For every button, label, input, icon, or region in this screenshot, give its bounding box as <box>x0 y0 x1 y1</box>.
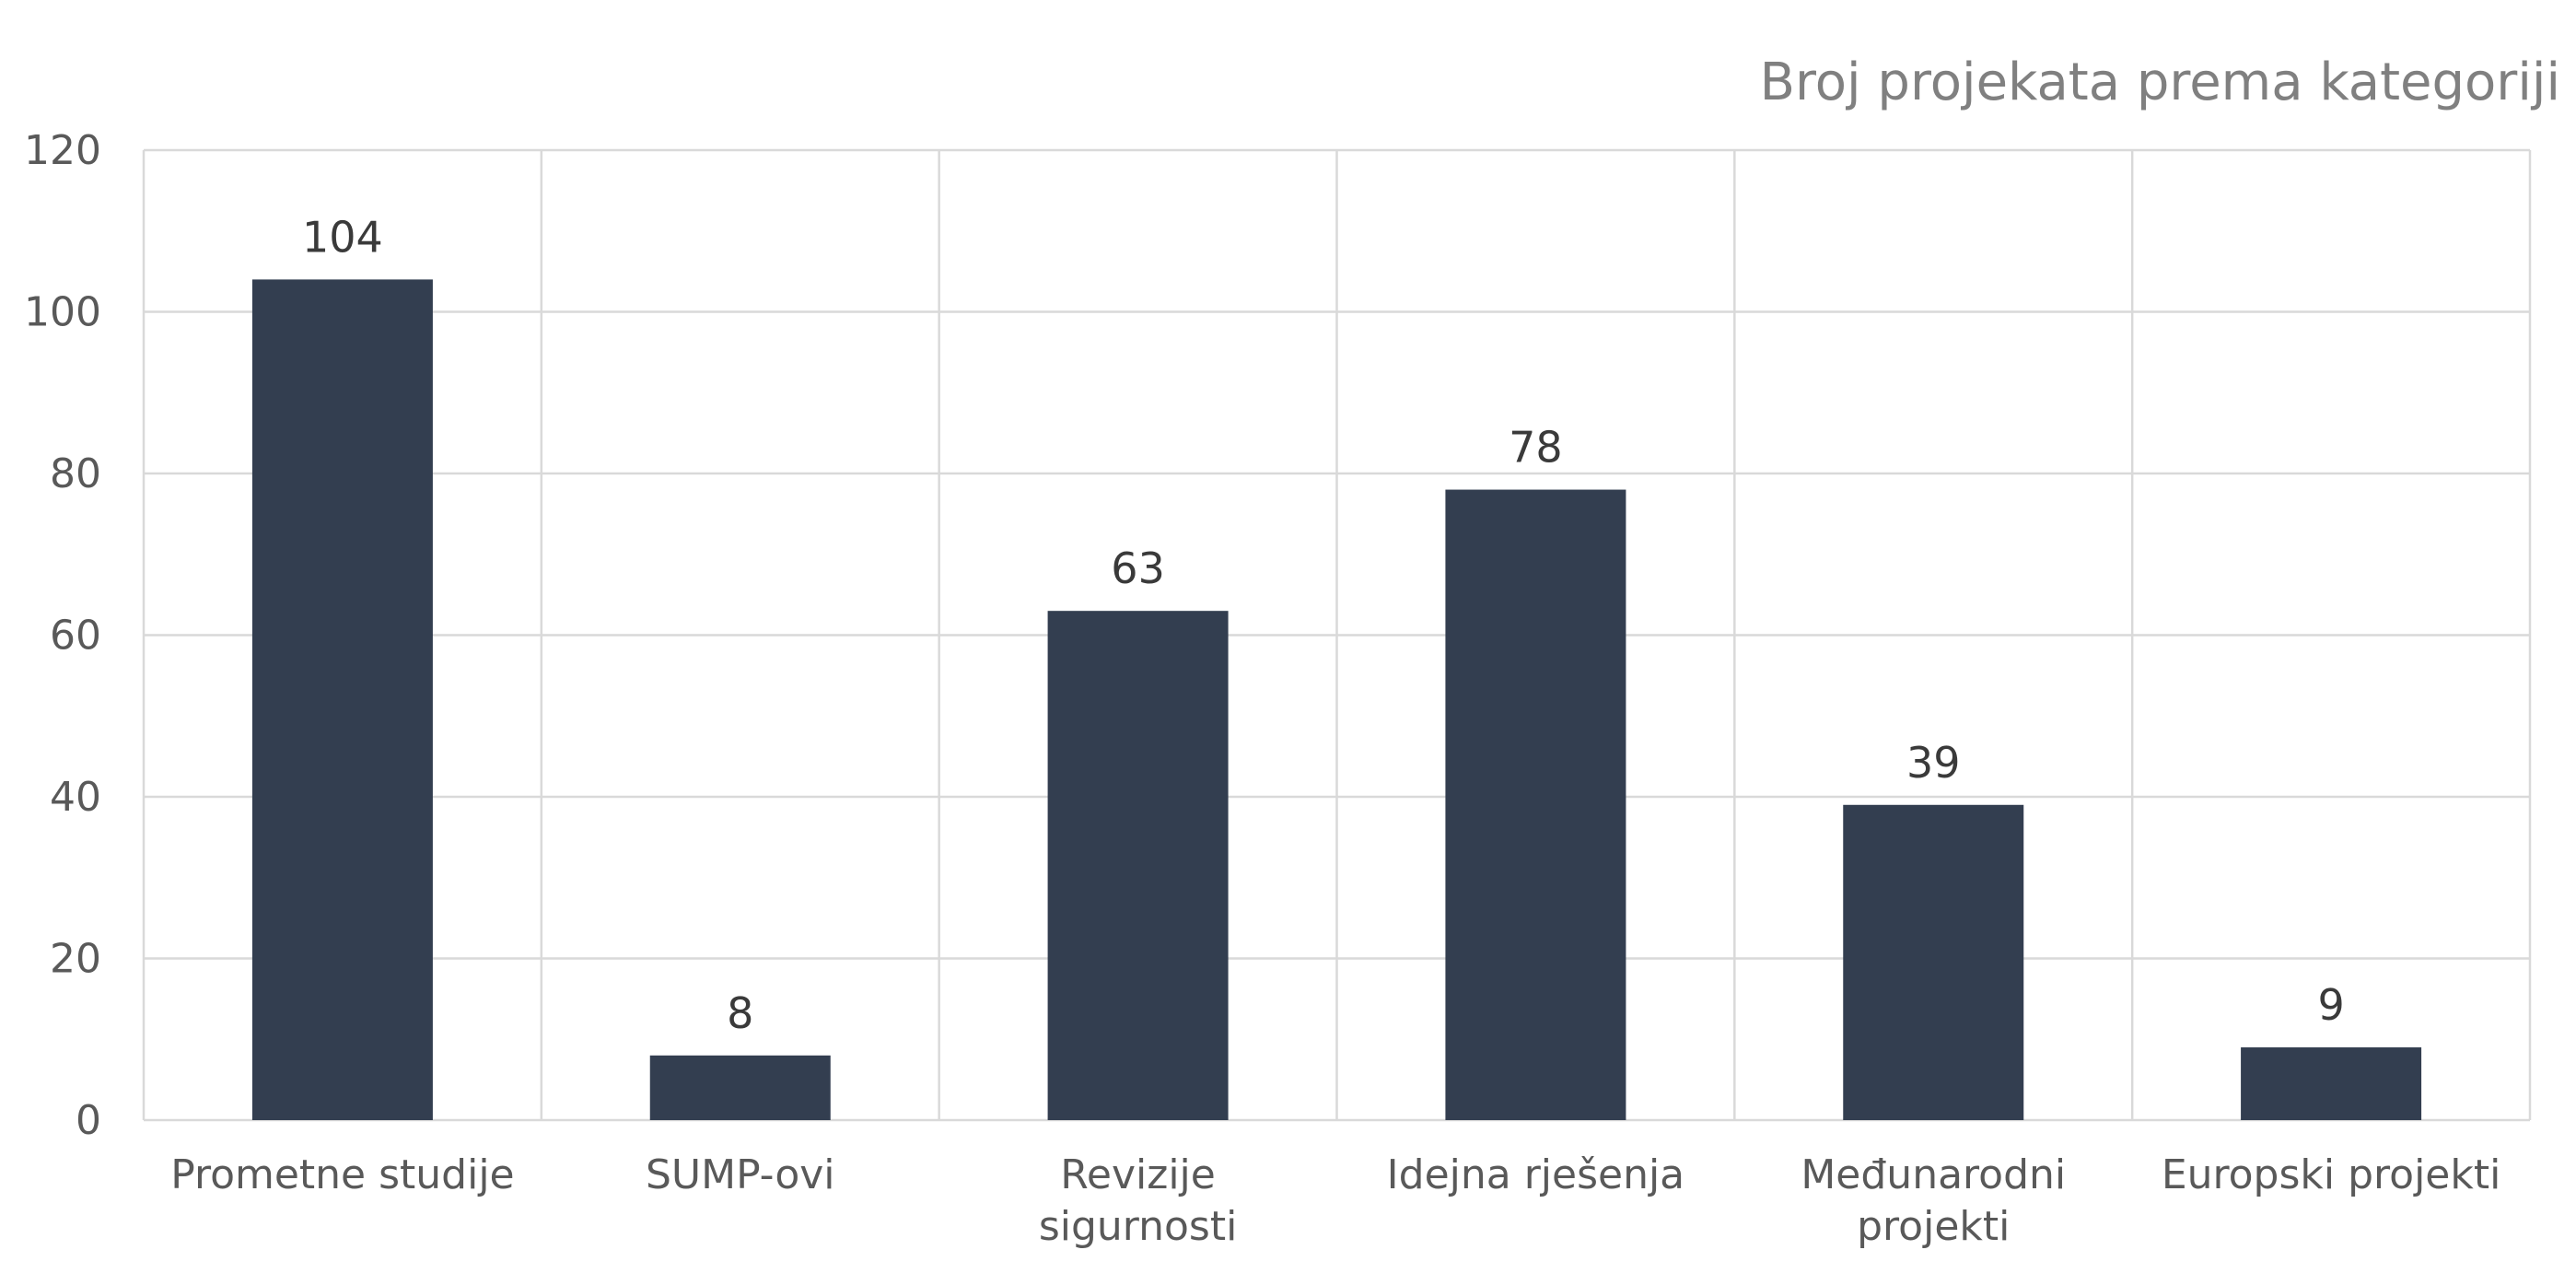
y-tick-label: 60 <box>50 613 101 660</box>
bar <box>251 279 433 1120</box>
x-tick-label-line: Revizije <box>1060 1151 1216 1198</box>
y-tick-label: 40 <box>50 774 101 821</box>
bars-layer <box>251 279 2422 1120</box>
y-axis: 0 20 40 60 80 100 120 <box>24 127 101 1144</box>
data-label: 9 <box>2317 980 2344 1030</box>
y-tick-label: 120 <box>24 127 101 174</box>
x-axis: Prometne studije SUMP-ovi Revizije sigurnos… <box>170 1151 2500 1250</box>
chart-title: Broj projekata prema kategoriji <box>1760 53 2560 112</box>
x-tick-label-line: projekti <box>1857 1203 2010 1250</box>
x-tick-label-line: Europski projekti <box>2162 1151 2501 1198</box>
x-tick-label: Prometne studije <box>170 1151 514 1198</box>
data-label: 39 <box>1906 738 1961 788</box>
y-tick-label: 0 <box>76 1097 101 1144</box>
y-tick-label: 20 <box>50 936 101 983</box>
x-tick-label-line: Međunarodni <box>1801 1151 2066 1198</box>
x-tick-label: Revizije sigurnosti <box>1039 1151 1238 1250</box>
x-tick-label: Idejna rješenja <box>1387 1151 1685 1198</box>
data-labels: 104 8 63 78 39 9 <box>302 212 2345 1037</box>
grid-layer <box>142 148 2532 1122</box>
x-tick-label: Europski projekti <box>2162 1151 2501 1198</box>
bar <box>1843 804 2024 1120</box>
data-label: 8 <box>727 988 753 1038</box>
x-tick-label-line: Prometne studije <box>170 1151 514 1198</box>
x-tick-label-line: sigurnosti <box>1039 1203 1238 1250</box>
x-tick-label-line: Idejna rješenja <box>1387 1151 1685 1198</box>
x-tick-label: SUMP-ovi <box>646 1151 835 1198</box>
bar <box>2241 1047 2422 1120</box>
data-label: 104 <box>302 212 383 262</box>
y-tick-label: 80 <box>50 450 101 497</box>
bar <box>1047 611 1229 1120</box>
data-label: 63 <box>1111 543 1165 593</box>
y-tick-label: 100 <box>24 289 101 336</box>
bar <box>649 1055 831 1120</box>
bar <box>1445 489 1626 1120</box>
data-label: 78 <box>1509 423 1563 473</box>
x-tick-label: Međunarodni projekti <box>1801 1151 2066 1250</box>
x-tick-label-line: SUMP-ovi <box>646 1151 835 1198</box>
